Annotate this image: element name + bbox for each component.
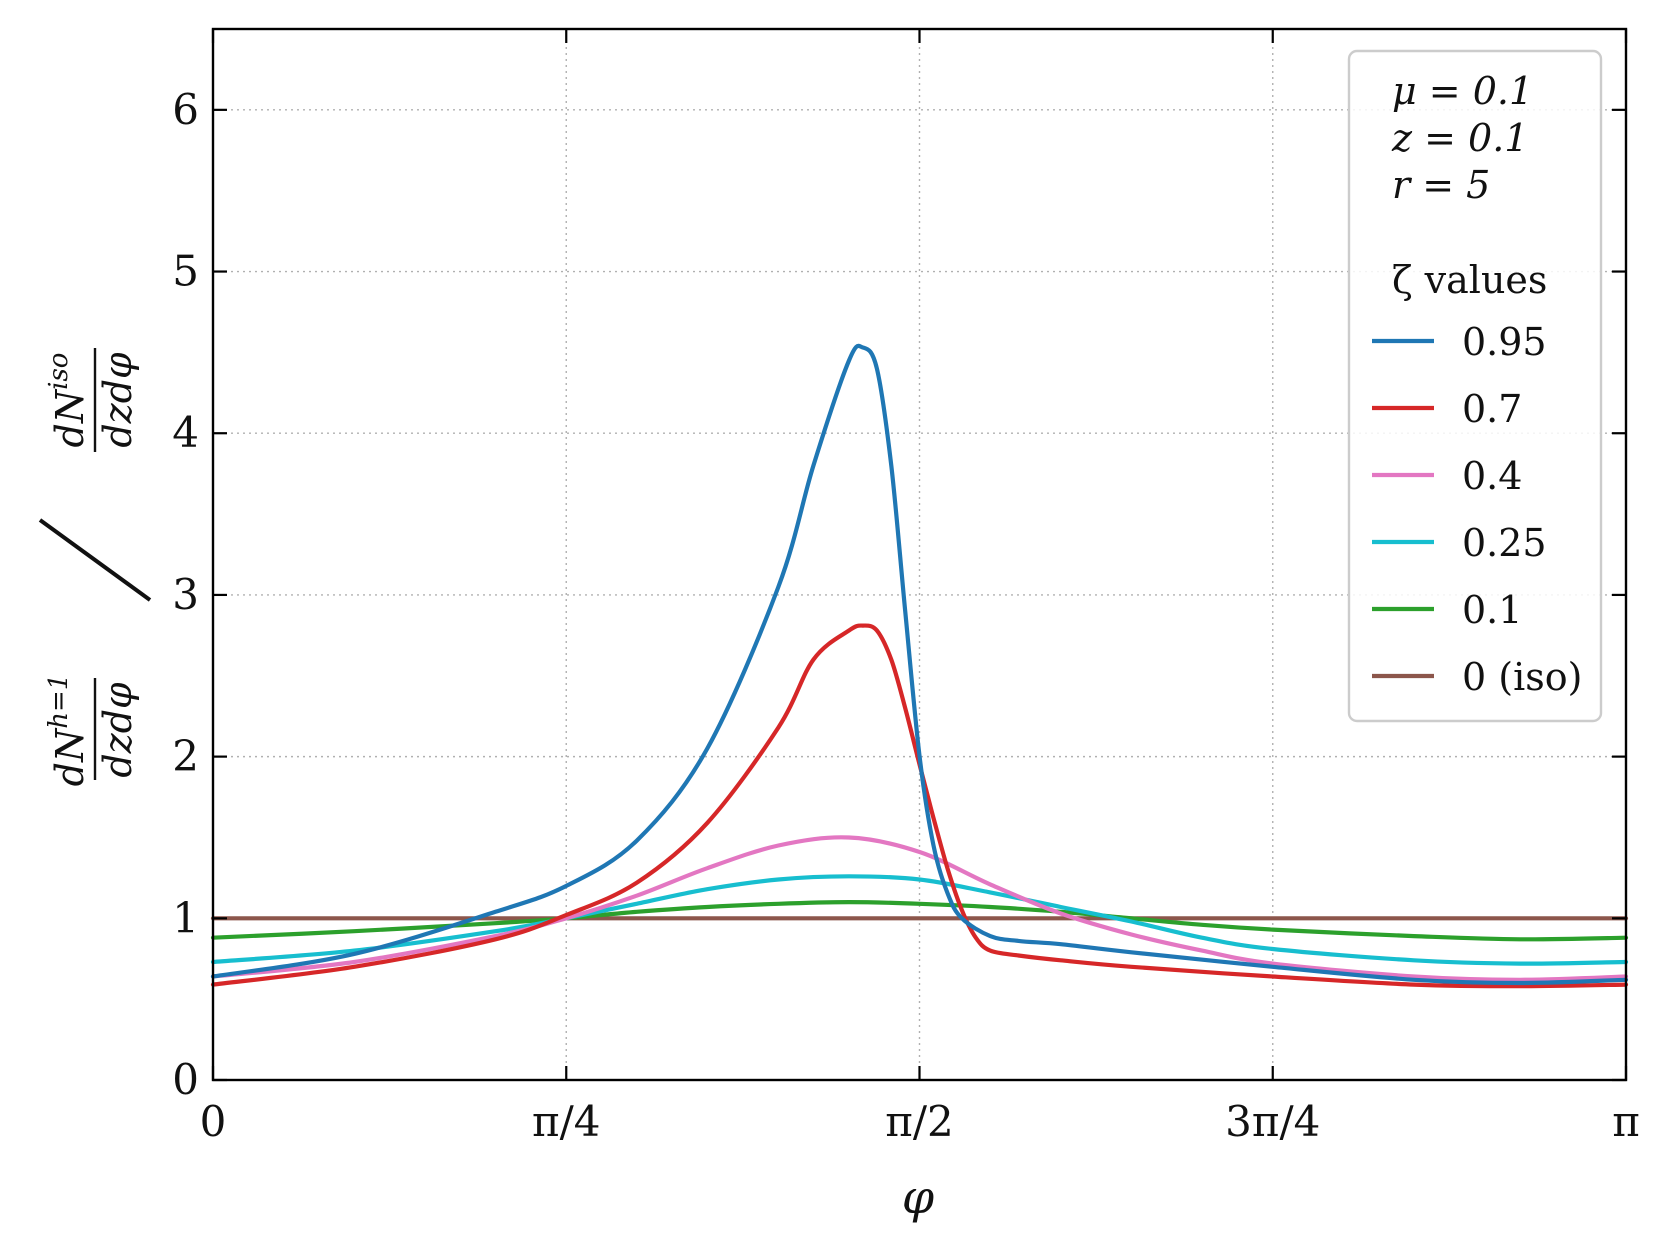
x-tick-label: π/4 [532,1097,600,1146]
ticks [211,29,1628,1082]
x-axis-label: φ [902,1170,935,1224]
y-tick-label: 5 [172,247,199,296]
series-line-0-7 [210,623,1629,989]
legend-label: 0.4 [1462,454,1522,498]
y-tick-label: 4 [172,408,199,457]
y-label-denominator: dzdφ [96,682,140,778]
series-lines [210,343,1629,989]
y-label-iso-numerator: dNiso [44,353,92,448]
y-label-slash [38,518,152,602]
y-axis-label: dNh=1 dzdφ dNiso dzdφ [38,348,152,787]
legend-param-mu: μ = 0.1 [1392,69,1533,113]
y-label-iso-sup: iso [44,353,74,390]
legend-label: 0.95 [1462,320,1547,364]
y-tick-label: 6 [172,85,199,134]
y-tick-label: 0 [172,1055,199,1104]
x-tick-label: π [1612,1097,1640,1146]
series-line-0-25 [210,874,1629,966]
legend-title: ζ values [1392,258,1547,302]
legend-entries: 0.95 0.7 0.4 0.25 0.1 0 (iso) [1372,320,1582,699]
legend: μ = 0.1 z = 0.1 r = 5 ζ values 0.950.70.… [1347,49,1603,723]
series-line-0-1 [210,900,1629,942]
y-label-numerator-sup: h=1 [44,674,74,729]
legend-param-z: z = 0.1 [1391,116,1528,160]
legend-box [1347,49,1603,723]
x-tick-label: 3π/4 [1225,1097,1320,1146]
y-label-numerator: dNh=1 [44,674,92,787]
x-tick-label: π/2 [885,1097,953,1146]
y-tick-label: 1 [172,893,199,942]
legend-label: 0.25 [1462,521,1547,565]
legend-label: 0.7 [1462,387,1522,431]
x-tick-label: 0 [200,1097,227,1146]
legend-label: 0.1 [1462,588,1522,632]
y-label-iso-denominator: dzdφ [96,352,140,448]
tick-labels: 0 π/4 π/2 3π/4 π 0 1 2 3 4 5 6 [172,85,1640,1146]
legend-param-r: r = 5 [1392,163,1490,207]
y-tick-label: 3 [172,570,199,619]
series-line-0-95 [210,343,1629,986]
legend-label: 0 (iso) [1462,655,1582,699]
y-tick-label: 2 [172,732,199,781]
